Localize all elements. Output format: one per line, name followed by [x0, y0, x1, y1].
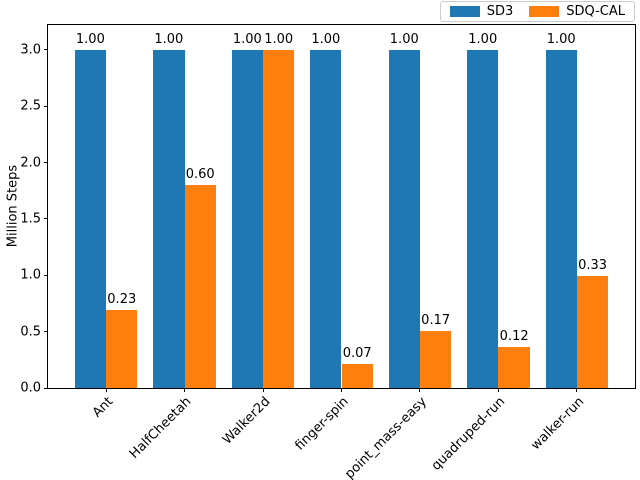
legend-item-sdq-cal: SDQ-CAL — [529, 5, 625, 18]
y-tick-label: 0.0 — [20, 380, 41, 396]
bar-sdq-cal — [263, 49, 295, 388]
y-tick-mark — [44, 218, 48, 220]
x-tick-label: point_mass-easy — [342, 394, 430, 480]
legend-item-sd3: SD3 — [449, 4, 514, 19]
bar-sdq-cal — [419, 330, 452, 388]
x-tick-label: HalfCheetah — [126, 394, 195, 462]
bar-sd3 — [388, 49, 420, 388]
x-tick-label: quadruped-run — [428, 394, 509, 474]
bar-value-label: 1.00 — [546, 31, 576, 47]
x-tick-mark — [341, 388, 342, 392]
bar-value-label: 1.00 — [154, 31, 184, 47]
bar-value-label: 0.60 — [185, 167, 215, 183]
x-tick-mark — [184, 388, 186, 392]
x-tick-mark — [497, 388, 499, 392]
y-tick-mark — [44, 49, 48, 51]
legend-swatch-icon — [529, 6, 560, 17]
bar-value-label: 0.07 — [342, 346, 372, 362]
bar-sd3 — [467, 49, 499, 388]
y-tick-mark — [44, 387, 48, 389]
y-axis-label: Million Steps — [5, 164, 21, 248]
bar-value-label: 1.00 — [264, 31, 294, 47]
bar-value-label: 1.00 — [75, 31, 105, 47]
y-tick-mark — [44, 162, 48, 164]
y-tick-mark — [44, 105, 48, 107]
x-tick-label: finger-spin — [292, 394, 352, 454]
x-tick-label: Walker2d — [219, 394, 273, 448]
y-tick-label: 2.5 — [20, 98, 41, 114]
bar-sdq-cal — [184, 185, 216, 388]
bar-sdq-cal — [106, 310, 138, 388]
bar-sdq-cal — [341, 364, 373, 388]
bar-sd3 — [74, 49, 107, 388]
x-tick-label: Ant — [89, 394, 116, 421]
y-tick-label: 3.0 — [20, 42, 41, 58]
bar-sd3 — [153, 49, 185, 388]
bar-value-label: 1.00 — [232, 31, 262, 47]
plot-area: 0.0 0.5 1.0 1.5 2.0 2.5 3.0 Ant HalfCheetah Walke… — [20, 24, 636, 480]
legend: SD3 SDQ-CAL — [439, 1, 635, 22]
legend-swatch-icon — [449, 6, 480, 17]
y-tick-label: 1.5 — [20, 211, 41, 227]
legend-label: SDQ-CAL — [566, 4, 625, 19]
legend-label: SD3 — [486, 4, 514, 19]
bar-value-label: 0.12 — [499, 329, 529, 345]
bar-value-label: 1.00 — [389, 31, 419, 47]
x-tick-mark — [419, 388, 421, 392]
y-tick-label: 1.0 — [20, 267, 41, 283]
bar-sd3 — [310, 49, 342, 388]
x-tick-mark — [105, 388, 107, 392]
bar-value-label: 1.00 — [468, 31, 498, 47]
x-tick-mark — [576, 388, 578, 392]
x-tick-mark — [262, 388, 264, 392]
bar-value-label: 1.00 — [311, 31, 341, 47]
bar-value-label: 0.17 — [421, 312, 451, 328]
bar-value-label: 0.33 — [578, 258, 608, 274]
y-tick-label: 2.0 — [20, 155, 41, 171]
x-tick-label: walker-run — [527, 394, 587, 454]
bar-value-label: 0.23 — [107, 292, 137, 308]
y-tick-mark — [44, 274, 48, 276]
bar-sdq-cal — [498, 347, 530, 388]
y-tick-label: 0.5 — [20, 324, 41, 340]
bar-sdq-cal — [576, 276, 609, 388]
y-tick-mark — [44, 331, 48, 333]
bar-sd3 — [545, 49, 577, 388]
bar-sd3 — [231, 49, 263, 388]
